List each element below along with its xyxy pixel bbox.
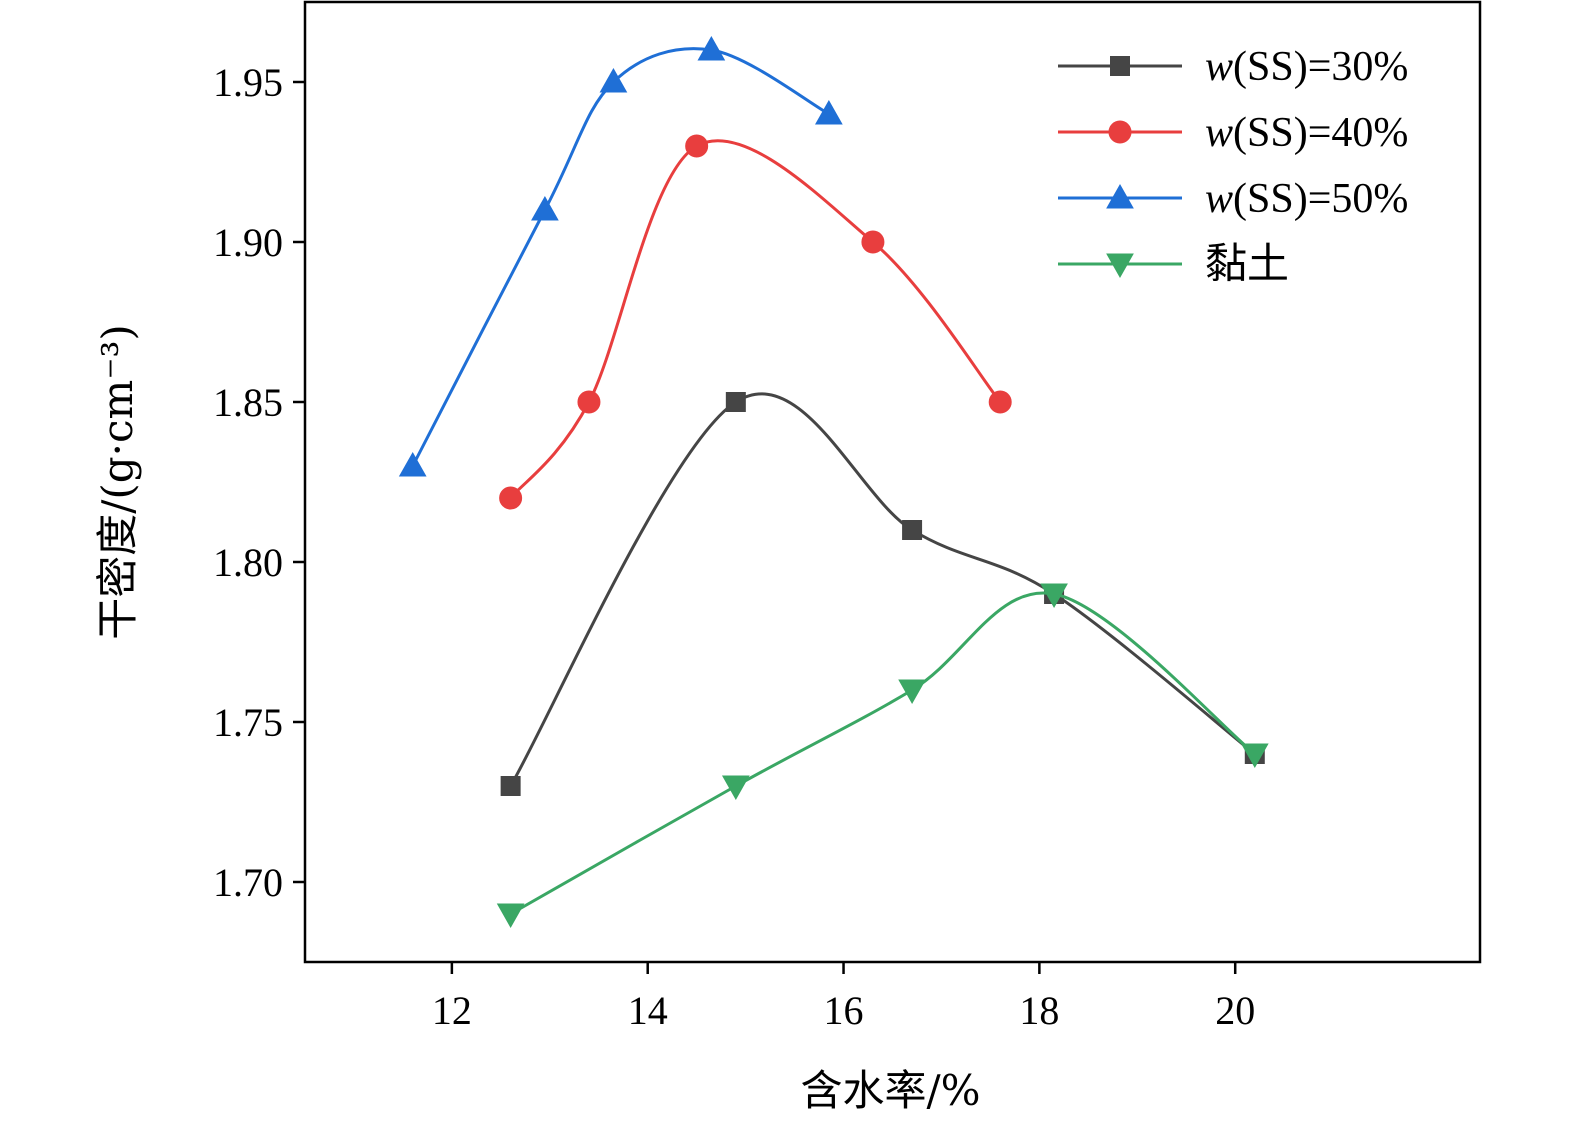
data-point xyxy=(721,775,750,801)
legend-item: w(SS)=30% xyxy=(1058,44,1408,90)
legend-label: w(SS)=50% xyxy=(1205,176,1408,222)
series-3 xyxy=(398,35,843,477)
legend: w(SS)=30% w(SS)=40% w(SS)=50% 黏土 xyxy=(1058,44,1408,288)
legend-item: w(SS)=40% xyxy=(1058,110,1408,156)
x-tick-label: 18 xyxy=(1019,988,1059,1033)
series-2 xyxy=(499,134,1012,510)
legend-label: w(SS)=30% xyxy=(1205,44,1408,90)
data-point xyxy=(1040,583,1068,609)
data-point xyxy=(898,679,926,705)
x-tick-label: 12 xyxy=(432,988,472,1033)
axis-ticks: 12 14 16 18 20 1.70 1.75 1.80 1.85 1.90 1.95 xyxy=(213,60,1255,1033)
data-point xyxy=(599,67,628,93)
y-tick-label: 1.85 xyxy=(213,380,283,425)
x-tick-label: 16 xyxy=(824,988,864,1033)
legend-marker xyxy=(1108,120,1132,144)
series-4 xyxy=(496,583,1269,929)
series-line xyxy=(411,47,830,467)
y-tick-label: 1.95 xyxy=(213,60,283,105)
legend-marker xyxy=(1110,56,1130,76)
data-point xyxy=(499,486,523,510)
data-point xyxy=(861,230,885,254)
series-layer xyxy=(398,35,1269,929)
x-tick-label: 14 xyxy=(628,988,668,1033)
legend-item: w(SS)=50% xyxy=(1058,176,1408,222)
series-line xyxy=(509,591,1256,916)
y-tick-label: 1.80 xyxy=(213,540,283,585)
data-point xyxy=(531,195,559,221)
data-point xyxy=(697,35,726,61)
legend-marker xyxy=(1106,253,1134,279)
legend-label: 黏土 xyxy=(1205,242,1289,288)
data-point xyxy=(500,776,521,796)
series-1 xyxy=(500,392,1265,796)
series-line xyxy=(509,139,1002,499)
data-point xyxy=(577,390,601,414)
legend-label: w(SS)=40% xyxy=(1205,110,1408,156)
y-tick-label: 1.75 xyxy=(213,700,283,745)
x-axis-label: 含水率/% xyxy=(800,1066,980,1115)
legend-marker xyxy=(1106,183,1134,209)
data-point xyxy=(988,390,1012,414)
data-point xyxy=(685,134,709,158)
legend-item: 黏土 xyxy=(1058,242,1289,288)
data-point xyxy=(398,451,427,477)
y-tick-label: 1.70 xyxy=(213,860,283,905)
data-point xyxy=(902,520,923,540)
data-point xyxy=(725,392,746,412)
data-point xyxy=(496,903,525,929)
data-point xyxy=(814,99,843,125)
y-tick-label: 1.90 xyxy=(213,220,283,265)
series-line xyxy=(509,392,1256,787)
y-axis-label: 干密度/(g·cm⁻³) xyxy=(93,324,142,640)
plot-frame xyxy=(303,0,1482,964)
data-point xyxy=(1240,743,1269,769)
x-tick-label: 20 xyxy=(1215,988,1255,1033)
